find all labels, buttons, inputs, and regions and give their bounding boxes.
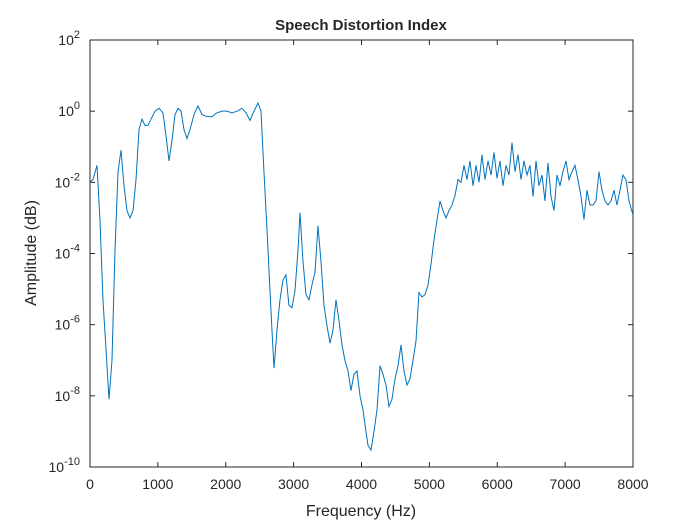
x-tick-label: 5000 [414,476,445,492]
x-tick-label: 3000 [278,476,309,492]
x-axis-label: Frequency (Hz) [306,503,416,520]
x-tick-label: 4000 [346,476,377,492]
x-tick-label: 1000 [142,476,173,492]
y-tick-label: 102 [58,29,80,48]
y-tick-label: 10-2 [55,171,80,190]
data-line [89,101,634,452]
y-tick-label: 100 [58,100,80,119]
x-tick-label: 0 [86,476,94,492]
y-tick-label: 10-8 [55,385,80,404]
y-tick-label: 10-10 [49,456,80,475]
x-tick-label: 7000 [550,476,581,492]
chart-title: Speech Distortion Index [275,17,447,34]
y-axis-label: Amplitude (dB) [23,200,40,306]
y-tick-label: 10-4 [55,243,80,262]
x-tick-label: 6000 [482,476,513,492]
x-tick-label: 2000 [210,476,241,492]
x-tick-label: 8000 [617,476,648,492]
y-tick-label: 10-6 [55,314,80,333]
